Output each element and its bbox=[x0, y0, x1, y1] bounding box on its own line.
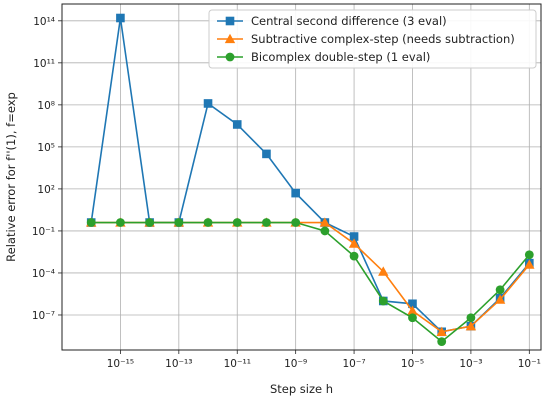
legend-box bbox=[208, 9, 537, 69]
data-point-circle bbox=[320, 226, 330, 236]
y-tick-label: 10¹¹ bbox=[33, 58, 55, 70]
data-point-square bbox=[225, 16, 235, 26]
data-point-triangle bbox=[319, 217, 331, 227]
legend-item: Central second difference (3 eval) bbox=[217, 14, 447, 28]
legend-item: Bicomplex double-step (1 eval) bbox=[217, 50, 430, 64]
series-line bbox=[91, 221, 530, 333]
x-tick-label: 10⁻¹³ bbox=[165, 358, 192, 370]
x-tick-label: 10⁻¹ bbox=[518, 358, 541, 370]
data-point-triangle bbox=[494, 294, 506, 304]
data-point-triangle bbox=[465, 320, 477, 331]
x-tick-label: 10⁻⁵ bbox=[401, 358, 424, 370]
legend-label: Central second difference (3 eval) bbox=[251, 14, 447, 28]
data-point-square bbox=[116, 13, 125, 23]
legend-label: Subtractive complex-step (needs subtract… bbox=[251, 32, 515, 46]
data-point-triangle bbox=[407, 305, 418, 315]
y-tick-label: 10¹⁴ bbox=[33, 16, 55, 28]
x-tick-label: 10⁻¹¹ bbox=[224, 358, 251, 370]
data-point-circle bbox=[116, 218, 125, 227]
y-tick-label: 10⁸ bbox=[37, 100, 55, 112]
y-tick-label: 10⁻⁴ bbox=[32, 268, 55, 280]
data-point-square bbox=[262, 149, 271, 159]
data-point-circle bbox=[232, 218, 242, 227]
y-tick-label: 10⁻⁷ bbox=[32, 310, 55, 322]
data-point-square bbox=[232, 120, 242, 129]
data-point-triangle bbox=[436, 326, 447, 336]
data-point-square bbox=[203, 99, 213, 108]
legend-label: Bicomplex double-step (1 eval) bbox=[251, 50, 430, 64]
data-point-circle bbox=[378, 296, 388, 306]
data-point-circle bbox=[225, 52, 235, 62]
x-tick-label: 10⁻³ bbox=[459, 358, 482, 370]
y-tick-label: 10² bbox=[37, 184, 55, 196]
x-tick-label: 10⁻¹⁵ bbox=[107, 358, 134, 370]
data-point-circle bbox=[466, 313, 476, 323]
data-point-square bbox=[408, 299, 417, 309]
series-layer bbox=[86, 13, 535, 346]
y-axis-ticks: 10⁻⁷ 10⁻⁴ 10⁻¹ 10² 10⁵ 10⁸ 10¹¹ 10¹⁴ bbox=[32, 16, 62, 322]
data-point-circle bbox=[203, 218, 213, 227]
data-point-triangle bbox=[348, 238, 360, 248]
data-point-circle bbox=[524, 250, 534, 260]
data-point-triangle bbox=[378, 266, 389, 276]
data-point-circle bbox=[86, 218, 96, 227]
data-point-circle bbox=[495, 285, 505, 295]
series-line bbox=[91, 221, 530, 343]
y-tick-label: 10⁵ bbox=[37, 142, 55, 154]
data-point-circle bbox=[145, 218, 155, 227]
data-point-circle bbox=[408, 313, 417, 323]
data-point-circle bbox=[291, 218, 301, 227]
y-axis-label: Relative error for f''(1), f=exp bbox=[4, 92, 18, 262]
data-point-circle bbox=[174, 218, 184, 227]
y-tick-label: 10⁻¹ bbox=[32, 226, 55, 238]
x-tick-label: 10⁻⁷ bbox=[343, 358, 366, 370]
data-point-square bbox=[291, 188, 300, 198]
x-tick-label: 10⁻⁹ bbox=[284, 358, 307, 370]
data-point-circle bbox=[437, 337, 447, 346]
legend-item: Subtractive complex-step (needs subtract… bbox=[217, 32, 515, 46]
data-point-circle bbox=[262, 218, 271, 227]
x-axis-ticks: 10⁻¹⁵ 10⁻¹³ 10⁻¹¹ 10⁻⁹ 10⁻⁷ 10⁻⁵ 10⁻³ 10⁻¹ bbox=[107, 350, 541, 370]
x-axis-label: Step size h bbox=[270, 382, 333, 396]
data-point-triangle bbox=[224, 33, 236, 44]
data-point-circle bbox=[349, 251, 359, 261]
series-3 bbox=[86, 218, 534, 346]
plot-frame bbox=[61, 3, 542, 351]
legend: Central second difference (3 eval) Subtra… bbox=[208, 9, 537, 69]
data-point-square bbox=[349, 232, 359, 241]
data-point-triangle bbox=[524, 259, 535, 269]
